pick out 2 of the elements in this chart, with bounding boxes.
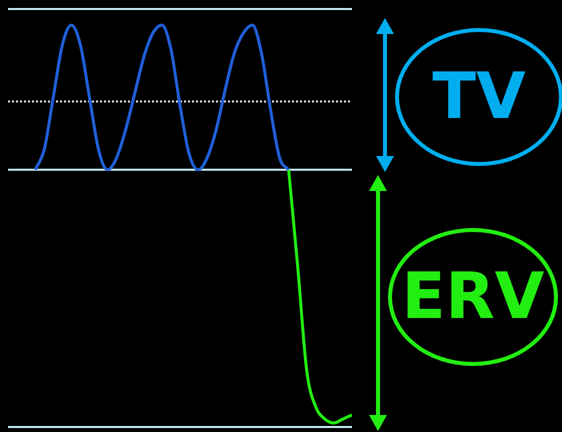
text: ERV [402, 260, 544, 334]
text: TV [432, 60, 526, 134]
